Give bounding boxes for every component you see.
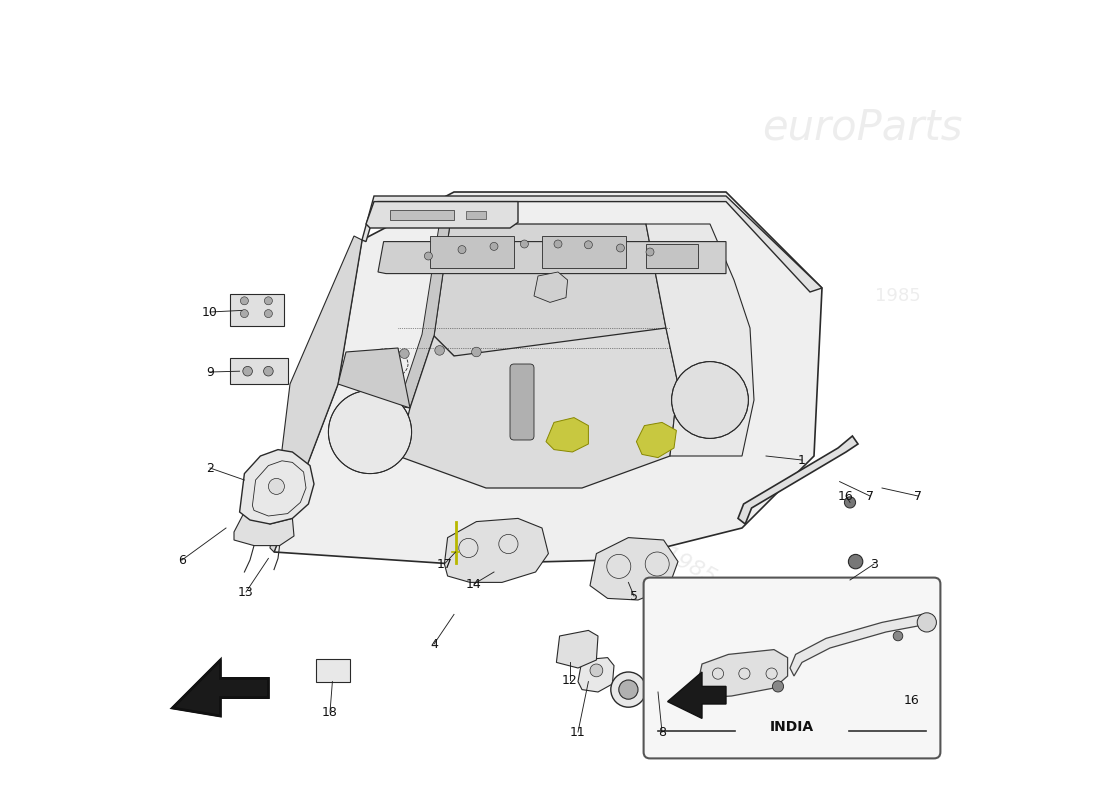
Circle shape bbox=[832, 579, 860, 608]
Polygon shape bbox=[398, 222, 450, 408]
Circle shape bbox=[917, 613, 936, 632]
Text: euroParts: euroParts bbox=[762, 107, 962, 149]
Circle shape bbox=[772, 681, 783, 692]
Polygon shape bbox=[637, 422, 676, 458]
Polygon shape bbox=[790, 614, 928, 676]
FancyBboxPatch shape bbox=[510, 364, 534, 440]
Circle shape bbox=[646, 248, 654, 256]
Bar bbox=[542, 236, 626, 268]
Polygon shape bbox=[444, 518, 549, 582]
Circle shape bbox=[616, 244, 625, 252]
Text: 5: 5 bbox=[630, 590, 638, 602]
Polygon shape bbox=[234, 512, 294, 546]
FancyBboxPatch shape bbox=[644, 578, 940, 758]
Circle shape bbox=[848, 554, 862, 569]
Circle shape bbox=[264, 297, 273, 305]
Text: 16: 16 bbox=[903, 694, 920, 706]
Circle shape bbox=[243, 366, 252, 376]
Text: 12: 12 bbox=[562, 674, 578, 686]
Circle shape bbox=[590, 664, 603, 677]
Text: 2: 2 bbox=[206, 462, 213, 474]
Polygon shape bbox=[173, 660, 268, 716]
Circle shape bbox=[472, 347, 481, 357]
Text: 7: 7 bbox=[866, 490, 874, 502]
Polygon shape bbox=[274, 192, 822, 564]
Text: 14: 14 bbox=[466, 578, 482, 590]
Circle shape bbox=[554, 240, 562, 248]
Bar bbox=[466, 211, 486, 219]
Text: 16: 16 bbox=[838, 490, 854, 502]
Text: 3: 3 bbox=[870, 558, 878, 570]
Polygon shape bbox=[590, 538, 678, 600]
Circle shape bbox=[241, 310, 249, 318]
Circle shape bbox=[845, 497, 856, 508]
Polygon shape bbox=[366, 202, 518, 228]
Polygon shape bbox=[230, 294, 285, 326]
Text: 9: 9 bbox=[206, 366, 213, 378]
Text: 11: 11 bbox=[570, 726, 586, 738]
Circle shape bbox=[264, 310, 273, 318]
Circle shape bbox=[672, 362, 748, 438]
Polygon shape bbox=[546, 418, 589, 452]
Circle shape bbox=[610, 672, 646, 707]
Text: 4: 4 bbox=[430, 638, 438, 650]
Polygon shape bbox=[398, 328, 678, 488]
Circle shape bbox=[268, 478, 285, 494]
Circle shape bbox=[329, 390, 411, 474]
Polygon shape bbox=[378, 242, 726, 274]
Text: 7: 7 bbox=[914, 490, 922, 502]
Circle shape bbox=[458, 246, 466, 254]
Polygon shape bbox=[362, 196, 822, 292]
Text: euroParts: euroParts bbox=[421, 307, 774, 541]
Polygon shape bbox=[738, 436, 858, 524]
Circle shape bbox=[434, 346, 444, 355]
Bar bbox=[390, 210, 454, 220]
Bar bbox=[317, 659, 350, 682]
Circle shape bbox=[520, 240, 528, 248]
Circle shape bbox=[893, 631, 903, 641]
Text: 8: 8 bbox=[658, 726, 666, 738]
Polygon shape bbox=[230, 358, 287, 384]
Polygon shape bbox=[557, 630, 598, 668]
Circle shape bbox=[425, 252, 432, 260]
Polygon shape bbox=[668, 672, 726, 718]
Polygon shape bbox=[240, 450, 314, 524]
Polygon shape bbox=[578, 658, 614, 692]
Bar bbox=[430, 236, 514, 268]
Text: 18: 18 bbox=[322, 706, 338, 718]
Text: 1985: 1985 bbox=[876, 287, 921, 305]
Polygon shape bbox=[645, 586, 846, 692]
Polygon shape bbox=[338, 348, 410, 408]
Text: 17: 17 bbox=[437, 558, 452, 570]
Text: 1: 1 bbox=[799, 454, 806, 466]
Polygon shape bbox=[434, 224, 666, 356]
Polygon shape bbox=[534, 272, 568, 302]
Text: 6: 6 bbox=[178, 554, 186, 566]
Text: 13: 13 bbox=[238, 586, 254, 598]
Bar bbox=[646, 244, 698, 268]
Polygon shape bbox=[646, 224, 754, 456]
Text: a passion for parts since 1985: a passion for parts since 1985 bbox=[412, 412, 719, 588]
Circle shape bbox=[490, 242, 498, 250]
Text: 10: 10 bbox=[202, 306, 218, 318]
Circle shape bbox=[241, 297, 249, 305]
Circle shape bbox=[399, 349, 409, 358]
Circle shape bbox=[619, 680, 638, 699]
Polygon shape bbox=[696, 650, 788, 698]
Polygon shape bbox=[270, 236, 362, 552]
Text: INDIA: INDIA bbox=[770, 720, 814, 734]
Circle shape bbox=[264, 366, 273, 376]
Circle shape bbox=[584, 241, 593, 249]
